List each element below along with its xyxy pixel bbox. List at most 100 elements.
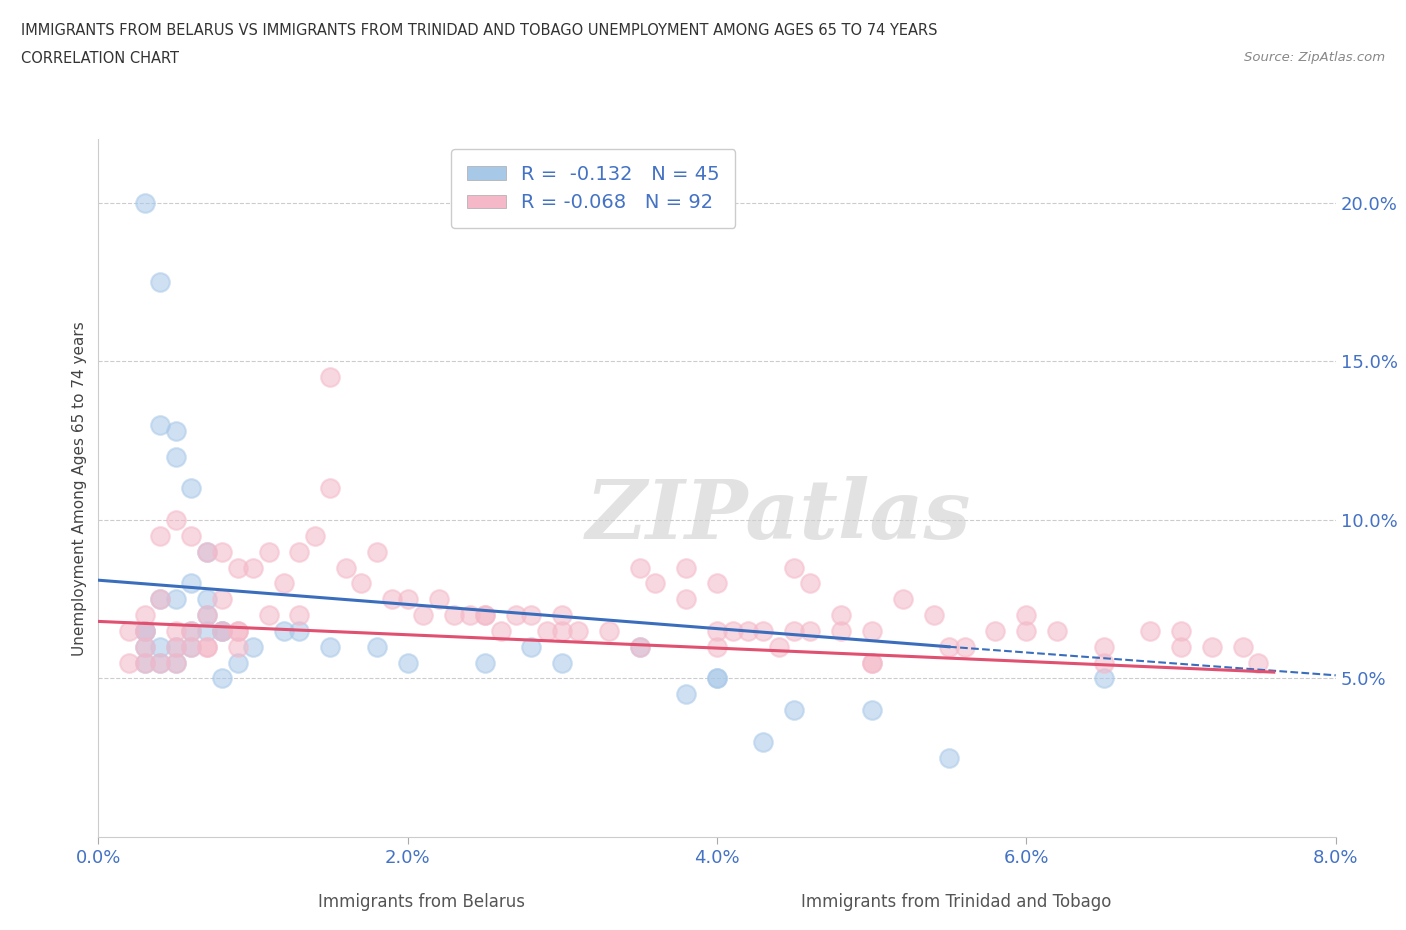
Point [567, 623, 589, 638]
Point [551, 623, 574, 638]
Point [706, 576, 728, 591]
Point [1170, 639, 1192, 654]
Point [799, 576, 821, 591]
Point [211, 623, 233, 638]
Text: Source: ZipAtlas.com: Source: ZipAtlas.com [1244, 51, 1385, 64]
Point [860, 623, 883, 638]
Point [783, 623, 806, 638]
Point [458, 607, 481, 622]
Point [1139, 623, 1161, 638]
Point [706, 671, 728, 686]
Point [211, 623, 233, 638]
Point [891, 591, 914, 606]
Text: Immigrants from Trinidad and Tobago: Immigrants from Trinidad and Tobago [801, 893, 1111, 910]
Point [938, 751, 960, 765]
Point [288, 544, 311, 559]
Point [721, 623, 744, 638]
Point [474, 607, 496, 622]
Point [783, 560, 806, 575]
Point [752, 623, 775, 638]
Point [165, 424, 187, 439]
Point [551, 655, 574, 670]
Point [195, 623, 218, 638]
Point [226, 639, 249, 654]
Point [180, 639, 202, 654]
Y-axis label: Unemployment Among Ages 65 to 74 years: Unemployment Among Ages 65 to 74 years [72, 321, 87, 656]
Point [288, 623, 311, 638]
Point [134, 195, 156, 210]
Point [922, 607, 945, 622]
Point [396, 591, 419, 606]
Point [1092, 639, 1115, 654]
Point [195, 544, 218, 559]
Point [675, 591, 697, 606]
Point [242, 560, 264, 575]
Text: CORRELATION CHART: CORRELATION CHART [21, 51, 179, 66]
Point [195, 544, 218, 559]
Point [118, 623, 141, 638]
Point [1092, 655, 1115, 670]
Text: IMMIGRANTS FROM BELARUS VS IMMIGRANTS FROM TRINIDAD AND TOBAGO UNEMPLOYMENT AMON: IMMIGRANTS FROM BELARUS VS IMMIGRANTS FR… [21, 23, 938, 38]
Point [195, 607, 218, 622]
Point [489, 623, 512, 638]
Point [149, 655, 172, 670]
Point [474, 607, 496, 622]
Point [427, 591, 450, 606]
Point [628, 639, 651, 654]
Point [984, 623, 1007, 638]
Point [149, 591, 172, 606]
Point [304, 528, 326, 543]
Point [134, 639, 156, 654]
Point [860, 655, 883, 670]
Point [226, 623, 249, 638]
Point [520, 639, 543, 654]
Point [953, 639, 976, 654]
Point [165, 655, 187, 670]
Point [226, 560, 249, 575]
Point [768, 639, 790, 654]
Point [443, 607, 465, 622]
Point [505, 607, 527, 622]
Point [195, 639, 218, 654]
Point [134, 623, 156, 638]
Point [134, 623, 156, 638]
Point [180, 481, 202, 496]
Point [319, 481, 342, 496]
Point [860, 655, 883, 670]
Point [366, 639, 388, 654]
Point [752, 735, 775, 750]
Point [211, 623, 233, 638]
Point [366, 544, 388, 559]
Point [381, 591, 404, 606]
Point [273, 576, 295, 591]
Point [520, 607, 543, 622]
Point [319, 639, 342, 654]
Point [180, 528, 202, 543]
Point [1170, 623, 1192, 638]
Point [165, 655, 187, 670]
Point [1201, 639, 1223, 654]
Point [536, 623, 558, 638]
Point [598, 623, 620, 638]
Point [180, 623, 202, 638]
Point [149, 528, 172, 543]
Point [211, 671, 233, 686]
Point [706, 623, 728, 638]
Point [149, 591, 172, 606]
Point [1015, 623, 1038, 638]
Point [412, 607, 434, 622]
Point [830, 623, 852, 638]
Point [149, 639, 172, 654]
Point [149, 418, 172, 432]
Text: Immigrants from Belarus: Immigrants from Belarus [318, 893, 526, 910]
Point [195, 607, 218, 622]
Point [675, 560, 697, 575]
Point [273, 623, 295, 638]
Point [165, 623, 187, 638]
Point [628, 639, 651, 654]
Point [1092, 671, 1115, 686]
Legend: R =  -0.132   N = 45, R = -0.068   N = 92: R = -0.132 N = 45, R = -0.068 N = 92 [451, 149, 735, 228]
Point [134, 655, 156, 670]
Point [628, 560, 651, 575]
Point [134, 607, 156, 622]
